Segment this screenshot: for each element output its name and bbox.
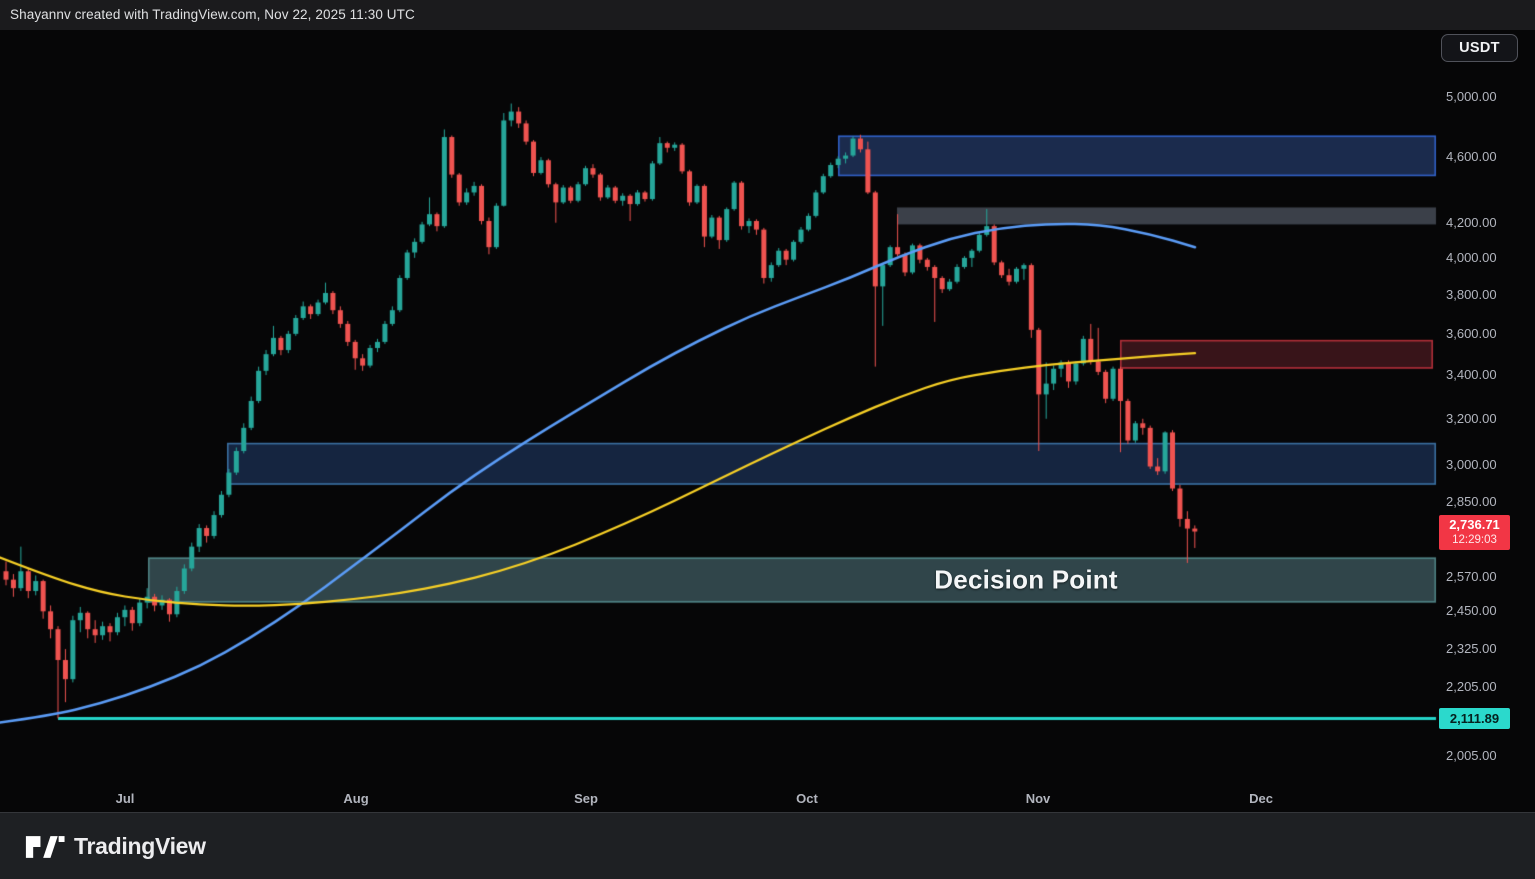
decision-point-label: Decision Point [934,564,1118,595]
time-tick-label: Nov [1025,791,1051,806]
quote-currency-button[interactable]: USDT [1441,34,1518,62]
price-tick-label: 3,800.00 [1446,286,1497,302]
price-tick-label: 3,200.00 [1446,410,1497,426]
price-tick-label: 4,600.00 [1446,149,1497,165]
current-price-value: 2,736.71 [1449,516,1500,532]
price-tick-label: 3,400.00 [1446,367,1497,383]
price-tick-label: 2,325.00 [1446,641,1497,657]
time-tick-label: Jul [115,791,135,806]
price-tick-label: 4,200.00 [1446,214,1497,230]
time-tick-label: Dec [1249,791,1273,806]
tradingview-logo-icon [25,835,65,858]
attribution-text: Shayannv created with TradingView.com, N… [0,0,1535,30]
price-tick-label: 3,000.00 [1446,457,1497,473]
price-axis[interactable]: 5,000.00 4,600.00 4,200.00 4,000.00 3,800.00… [1436,30,1535,790]
price-tick-label: 2,570.00 [1446,568,1497,584]
price-tick-label: 2,205.00 [1446,679,1497,695]
price-tick-label: 2,450.00 [1446,603,1497,619]
bottom-bar: TradingView [0,812,1535,879]
tradingview-wordmark: TradingView [74,833,206,859]
support-line-price-label: 2,111.89 [1439,707,1510,729]
time-tick-label: Aug [343,791,369,806]
price-tick-label: 5,000.00 [1446,89,1497,104]
time-tick-label: Oct [796,791,818,806]
time-tick-label: Sep [574,791,598,806]
price-tick-label: 2,850.00 [1446,494,1497,510]
price-tick-label: 3,600.00 [1446,325,1497,341]
tradingview-logo[interactable]: TradingView [25,833,206,860]
bar-countdown-timer: 12:29:03 [1452,533,1497,546]
price-tick-label: 2,005.00 [1446,747,1497,763]
current-price-label: 2,736.71 12:29:03 [1439,514,1510,550]
time-axis[interactable]: Jul Aug Sep Oct Nov Dec [0,788,1436,812]
price-tick-label: 4,000.00 [1446,249,1497,265]
